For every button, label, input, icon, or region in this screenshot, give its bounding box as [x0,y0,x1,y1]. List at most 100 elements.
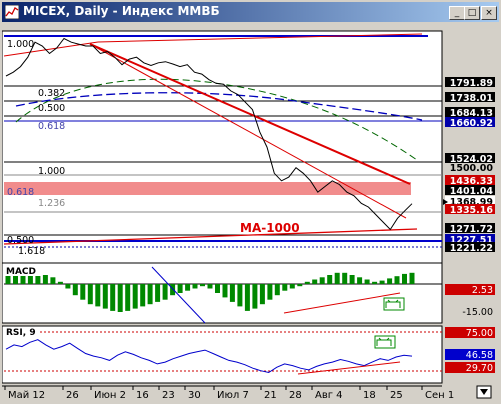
price-scale-label: 1738.01 [450,93,493,104]
macd-bar [140,284,146,307]
macd-bar [244,284,250,311]
macd-bar [125,284,131,311]
price-scale-box [445,107,495,117]
macd-bar [50,277,56,284]
trend-line-lower [89,43,407,219]
ma-1000-label: MA-1000 [240,221,300,235]
macd-bar [20,270,26,284]
ma-slow-line [15,92,423,121]
macd-bar [13,272,18,284]
macd-bar [297,284,303,287]
date-label: 25 [390,390,403,401]
rsi-scale-current: 46.58 [466,350,493,361]
macd-bar [394,276,400,284]
scroll-end-button [476,385,492,399]
price-scale-label: 1684.13 [450,108,493,119]
macd-bar [409,272,415,284]
price-scale-label: 1500.00 [450,163,494,174]
macd-bar [65,284,71,289]
date-label: 30 [188,390,201,401]
macd-bar [162,284,168,300]
date-label: Май 12 [8,390,45,401]
price-scale-box [445,242,495,252]
rsi-scale-30: 29.70 [466,363,493,374]
current-price-marker [443,199,448,205]
date-label: 18 [363,390,376,401]
fib-label-0500-bottom: 0.500 [7,235,34,246]
price-scale-label: 1335.16 [450,205,494,216]
chart-area[interactable]: 1.000 0.382 0.500 0.618 1.000 0.618 1.23… [2,22,499,402]
macd-bar [237,284,243,307]
date-label: 28 [289,390,302,401]
macd-bar [147,284,153,305]
macd-bar [200,284,205,287]
price-scale-box [445,77,495,87]
macd-bar [27,270,33,284]
macd-trend-line [283,292,401,314]
macd-bar [342,272,348,284]
close-button[interactable]: × [481,6,497,20]
price-scale-label: 1227.51 [450,235,493,246]
date-label: 23 [162,390,175,401]
maximize-button[interactable]: □ [464,6,480,20]
price-scale-label: 1660.92 [450,118,493,129]
macd-panel: MACD 2.53 -15.00 [2,262,495,324]
fib-label-1000: 1.000 [38,166,65,177]
price-scale-box [445,117,495,127]
macd-bar [387,278,393,284]
price-scale-box [445,153,495,163]
macd-scale-value: 2.53 [472,285,493,296]
macd-bar [304,281,310,284]
price-line [5,37,413,231]
macd-bar [185,284,191,291]
macd-bar [267,284,273,300]
rsi-panel: RSI, 9 75.00 46.58 29.70 [2,325,495,384]
macd-scale-min: -15.00 [462,307,493,318]
macd-bar [110,284,116,311]
price-scale-label: 1368.99 [450,197,493,208]
price-scale-box [445,223,495,233]
macd-label: MACD [6,267,36,277]
rsi-label: RSI, 9 [6,328,36,338]
fib-label-0618-lower: 0.618 [7,187,34,198]
macd-signal-line [151,266,206,324]
price-scale-box [445,175,495,185]
macd-bar [312,279,318,284]
rsi-scale-75: 75.00 [466,328,493,339]
date-label: Июл 7 [217,390,249,401]
price-scale-label: 1791.89 [450,78,493,89]
macd-bar [5,275,11,284]
macd-bar [57,281,63,284]
price-scale-label: 1401.04 [450,186,494,197]
trend-line-top-ext [97,33,423,43]
minimize-button[interactable]: _ [449,6,465,20]
trend-line-upper [89,43,411,185]
window-title: MICEX, Daily - Индекс ММВБ [23,4,220,18]
price-scale-label: 1524.02 [450,154,493,165]
macd-bar [229,284,235,302]
macd-bar [289,284,295,289]
title-bar[interactable]: MICEX, Daily - Индекс ММВБ _ □ × [2,2,499,22]
macd-bar [155,284,161,302]
macd-bar [327,275,333,284]
price-scale-label: 1221.22 [450,243,493,254]
macd-bar [274,284,280,296]
macd-bar [222,284,228,298]
date-label: 21 [264,390,277,401]
macd-histogram [5,270,415,312]
price-scale-box [445,204,495,214]
macd-bar [87,284,93,305]
macd-bar [379,280,385,284]
date-axis: Май 12 26 Июн 2 16 23 30 Июл 7 21 28 Авг 4 18 25 Сен… [2,385,454,401]
rsi-line [5,339,413,374]
date-label: Июн 2 [94,390,126,401]
fib-label-0500: 0.500 [38,103,65,114]
fib-label-0382: 0.382 [38,88,65,99]
macd-bar [72,284,78,296]
macd-bar [282,284,288,291]
macd-bar [372,281,378,284]
bull-icon-rsi [374,335,396,349]
macd-bar [170,284,176,296]
